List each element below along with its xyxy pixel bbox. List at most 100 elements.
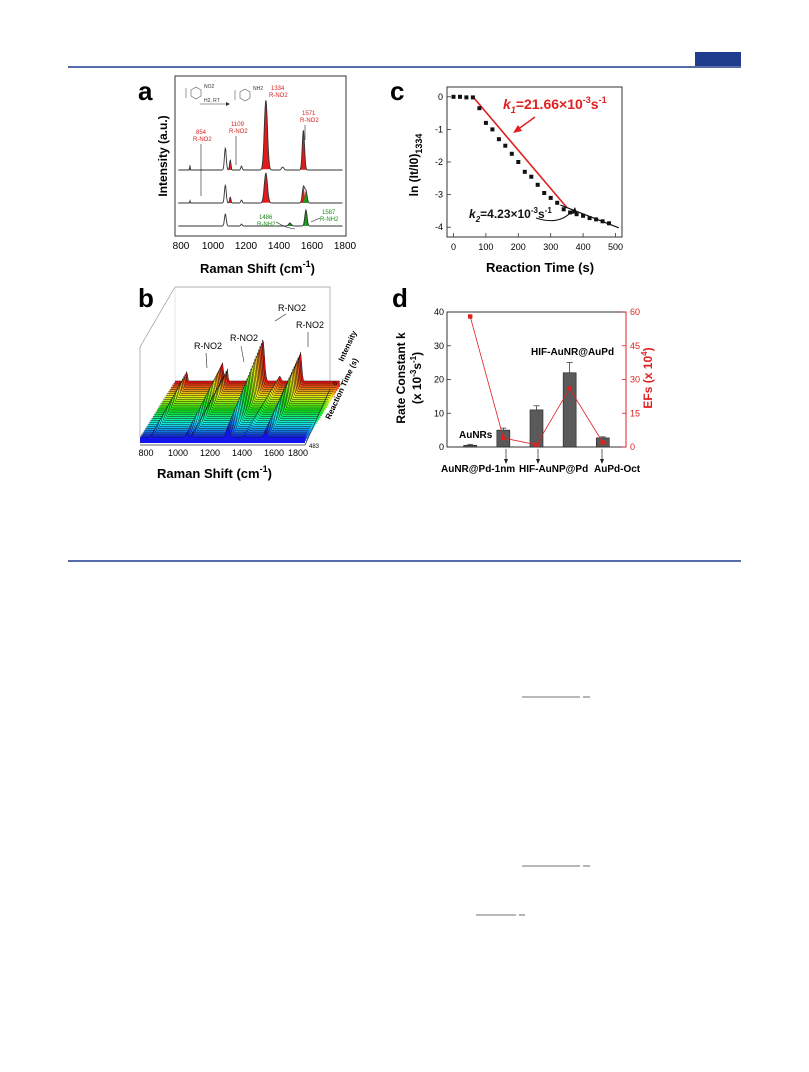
product-group: NH2 <box>253 86 263 92</box>
peak-1587-group: R-NH2 <box>320 217 339 223</box>
x-axis-label-a: Raman Shift (cm-1) <box>200 259 315 276</box>
bar-d <box>562 372 577 448</box>
y-tick-c: -3 <box>435 190 443 200</box>
spectrum-trace <box>178 208 343 227</box>
time-tick-end: 483 <box>309 444 320 450</box>
x-ticks-a: 800 1000 1200 1400 1600 1800 <box>173 241 357 252</box>
data-point-c <box>516 160 521 164</box>
data-point-c <box>464 95 469 100</box>
ef-point-d <box>567 386 572 391</box>
panel-letter-a: a <box>138 76 153 106</box>
y-tick-right-d: 0 <box>630 442 635 452</box>
x-tick-a: 1600 <box>301 241 324 252</box>
peak-1486-value: 1486 <box>259 215 273 221</box>
spectrum-trace <box>178 172 343 204</box>
data-point-c <box>496 137 501 142</box>
y-ticks-right-d: 0 15 30 45 60 <box>630 307 640 452</box>
ef-point-d <box>501 435 506 441</box>
k1-arrow-head <box>513 125 522 133</box>
x-tick-b: 800 <box>138 448 153 458</box>
data-point-c <box>607 221 611 226</box>
panel-letter-b: b <box>138 283 154 313</box>
k2-arrow <box>535 209 574 222</box>
ef-point-d <box>534 442 539 447</box>
y-tick-left-d: 0 <box>439 442 444 452</box>
y-axis-label-c: ln (It/I0)1334 <box>407 134 424 197</box>
z-axis-label-b: Intensity <box>337 329 359 363</box>
data-point-c <box>529 174 534 179</box>
peak-labels-b: R-NO2 R-NO2 R-NO2 R-NO2 <box>194 303 324 369</box>
y-tick-c: -1 <box>435 124 443 134</box>
x-tick-a: 1200 <box>235 241 258 252</box>
label-aupd-oct: AuPd-Oct <box>594 464 641 475</box>
data-point-c <box>503 143 508 148</box>
bar-d <box>463 445 478 448</box>
waterfall-slice <box>140 426 305 443</box>
label-hif-aunr-aupd: HIF-AuNR@AuPd <box>531 347 614 358</box>
fit-line-k1 <box>472 96 568 209</box>
spectrum-trace <box>178 100 343 171</box>
k1-arrow <box>516 116 536 131</box>
x-tick-b: 1000 <box>168 448 188 458</box>
y-tick-right-d: 60 <box>630 307 640 317</box>
time-tick-start: 0 <box>333 381 340 387</box>
k2-arrow-head <box>571 207 577 214</box>
y-axis-label-a: Intensity (a.u.) <box>156 115 170 196</box>
reaction-scheme: NO2 H2, RT NH2 <box>185 84 263 106</box>
plot-area-d <box>446 311 627 448</box>
data-point-c <box>483 120 488 125</box>
x-tick-c: 300 <box>543 242 558 252</box>
plot-frame-a <box>174 75 347 237</box>
peak-1334-value: 1334 <box>271 86 285 92</box>
peak-1109-group: R-NO2 <box>229 129 248 135</box>
y-tick-c: -2 <box>435 157 443 167</box>
y-tick-right-d: 15 <box>630 408 640 418</box>
peak-label-b: R-NO2 <box>278 303 306 313</box>
x-tick-a: 1400 <box>268 241 291 252</box>
y-axis-label-left-d: Rate Constant k <box>394 332 408 424</box>
y-tick-left-d: 40 <box>434 307 444 317</box>
y-ticks-c: 0 -1 -2 -3 -4 <box>435 92 443 232</box>
x-tick-c: 100 <box>478 242 493 252</box>
peak-label-b: R-NO2 <box>194 341 222 351</box>
y-tick-right-d: 30 <box>630 375 640 385</box>
data-point-c <box>477 106 482 111</box>
data-point-c <box>451 94 456 99</box>
y-tick-c: 0 <box>438 92 443 102</box>
k2-annotation: k2=4.23×10-3s-1 <box>469 206 552 224</box>
panel-letter-d: d <box>392 283 408 313</box>
data-point-c <box>458 94 462 99</box>
data-point-c <box>490 127 495 132</box>
x-axis-label-c: Reaction Time (s) <box>486 260 594 275</box>
peak-label-b: R-NO2 <box>296 320 324 330</box>
data-point-c <box>509 151 514 156</box>
label-aunrs: AuNRs <box>459 430 493 441</box>
waterfall-trace <box>141 423 306 436</box>
y-axis-label-right-d: EFs (x 104) <box>640 347 655 408</box>
data-point-c <box>574 212 579 217</box>
waterfall-spectra <box>140 339 340 443</box>
panel-b: b R-NO2 R-NO2 R-NO2 R-NO2 800 1000 1200 … <box>138 283 360 481</box>
peak-labels-a: 854 R-NO2 1109 R-NO2 1334 R-NO2 1571 R-N… <box>193 86 339 230</box>
data-point-c <box>470 95 475 100</box>
k1-annotation: k1=21.66×10-3s-1 <box>503 95 607 115</box>
peak-label-b: R-NO2 <box>230 333 258 343</box>
data-point-c <box>600 219 605 224</box>
x-tick-c: 500 <box>608 242 623 252</box>
peak-854-group: R-NO2 <box>193 137 212 143</box>
panel-d: d 0 10 20 30 40 0 15 30 45 60 Rate Const… <box>392 283 655 475</box>
data-point-c <box>581 213 586 218</box>
peak-1486-group: R-NH2 <box>257 222 276 228</box>
x-tick-a: 1800 <box>334 241 357 252</box>
panel-c: c 0 -1 -2 -3 -4 0 100 200 300 400 500 Re… <box>390 76 623 275</box>
x-tick-c: 200 <box>511 242 526 252</box>
x-tick-a: 1000 <box>202 241 225 252</box>
label-aunr-pd-1nm: AuNR@Pd-1nm <box>441 464 515 475</box>
data-point-c <box>587 216 592 221</box>
waterfall-trace <box>140 426 305 438</box>
data-point-c <box>594 217 599 222</box>
y-tick-c: -4 <box>435 222 443 232</box>
data-point-c <box>542 191 547 195</box>
ef-point-d <box>468 314 473 319</box>
